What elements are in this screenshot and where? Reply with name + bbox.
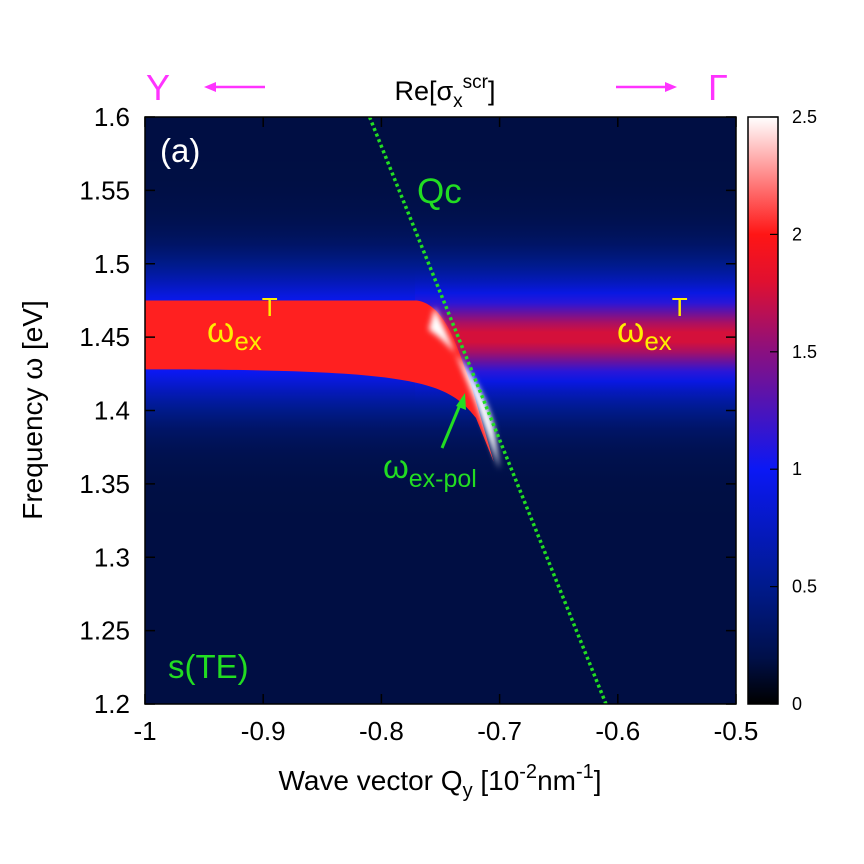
y-tick-label: 1.35 bbox=[79, 469, 130, 499]
colorbar-tick-label: 1.5 bbox=[792, 342, 817, 362]
chart-title: Re[σxscr] bbox=[394, 72, 495, 112]
omega-ex-pol-label: ωex-pol bbox=[383, 448, 477, 493]
y-tick-label: 1.6 bbox=[94, 102, 130, 132]
polariton-arrow bbox=[440, 399, 464, 449]
colorbar-tick-label: 2.5 bbox=[792, 107, 817, 127]
panel-label: (a) bbox=[160, 132, 200, 169]
y-tick-label: 1.3 bbox=[94, 542, 130, 572]
y-tick-label: 1.55 bbox=[79, 175, 130, 205]
colorbar bbox=[747, 116, 779, 705]
direction-arrow-left-head bbox=[204, 82, 216, 92]
colorbar-tick-label: 2 bbox=[792, 224, 802, 244]
polariton-branch bbox=[428, 307, 500, 470]
colorbar-tick-label: 1 bbox=[792, 459, 802, 479]
colorbar-tick-label: 0.5 bbox=[792, 577, 817, 597]
colorbar-axis: 0 0.5 1 1.5 2 2.5 bbox=[770, 107, 817, 714]
y-tick-label: 1.2 bbox=[94, 689, 130, 719]
x-tick-label: -1 bbox=[133, 716, 156, 746]
x-tick-label: -0.9 bbox=[241, 716, 286, 746]
y-tick-label: 1.4 bbox=[94, 396, 130, 426]
direction-label-right: Γ bbox=[708, 67, 728, 108]
y-tick-label: 1.25 bbox=[79, 616, 130, 646]
y-tick-label: 1.45 bbox=[79, 322, 130, 352]
x-axis: -1 -0.9 -0.8 -0.7 -0.6 -0.5 bbox=[133, 117, 758, 746]
colorbar-tick-label: 0 bbox=[792, 694, 802, 714]
mode-label: s(TE) bbox=[168, 648, 249, 685]
polariton-arrow-head bbox=[456, 393, 466, 410]
y-axis: 1.2 1.25 1.3 1.35 1.4 1.45 1.5 1.55 1.6 bbox=[79, 102, 736, 719]
direction-label-left: Y bbox=[146, 67, 170, 108]
exciton-band-right bbox=[415, 117, 736, 704]
x-tick-label: -0.6 bbox=[595, 716, 640, 746]
y-axis-label: Frequency ω [eV] bbox=[17, 300, 48, 520]
x-axis-label: Wave vector Qy [10-2nm-1] bbox=[278, 761, 601, 802]
omega-ex-label-right: ωexT bbox=[617, 292, 688, 356]
omega-ex-label-left: ωexT bbox=[207, 292, 278, 356]
heatmap bbox=[145, 117, 736, 704]
qc-label: Qc bbox=[417, 172, 462, 211]
x-tick-label: -0.8 bbox=[359, 716, 404, 746]
y-tick-label: 1.5 bbox=[94, 249, 130, 279]
x-tick-label: -0.5 bbox=[714, 716, 759, 746]
x-tick-label: -0.7 bbox=[477, 716, 522, 746]
exciton-band-left bbox=[145, 300, 494, 462]
direction-arrow-right-head bbox=[665, 82, 677, 92]
